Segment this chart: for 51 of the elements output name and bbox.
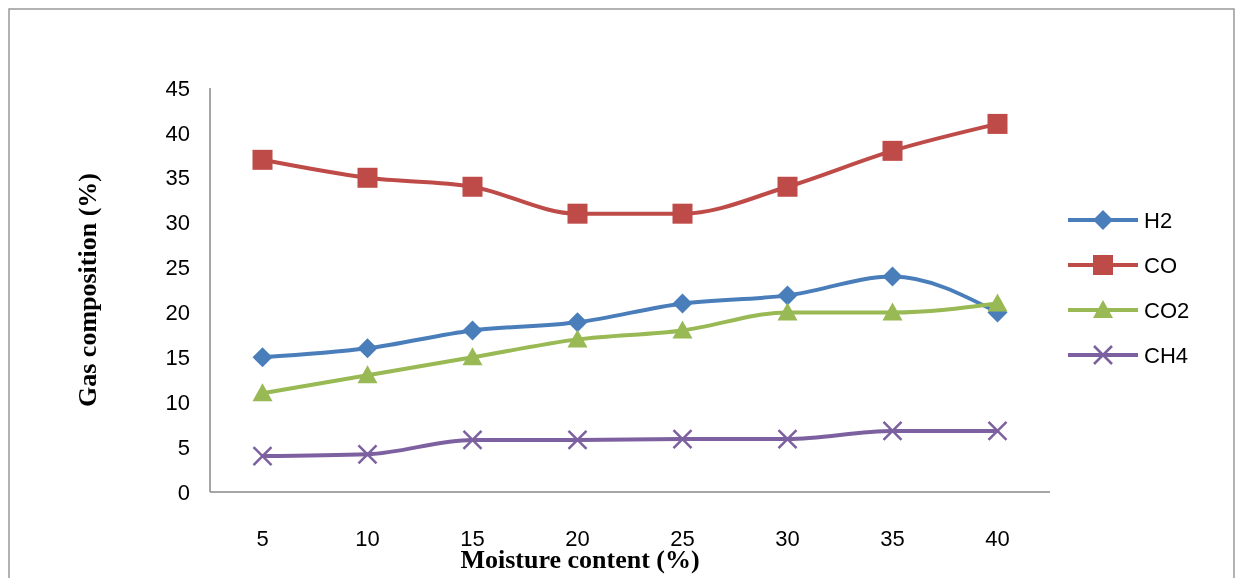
- point: [462, 429, 483, 451]
- point: [987, 293, 1008, 312]
- point: [462, 320, 483, 341]
- point: [987, 420, 1008, 442]
- point: [987, 113, 1008, 134]
- legend-label: CH4: [1144, 342, 1189, 368]
- point: [357, 338, 378, 359]
- point: [672, 320, 693, 339]
- point: [777, 302, 798, 321]
- point: [567, 203, 588, 224]
- point: [252, 149, 273, 170]
- point: [882, 420, 903, 442]
- y-tick-label: 40: [165, 120, 190, 146]
- point: [252, 445, 273, 467]
- legend-label: CO: [1144, 252, 1177, 278]
- point: [567, 329, 588, 348]
- y-tick-label: 25: [165, 255, 190, 281]
- point: [882, 302, 903, 321]
- y-tick-label: 0: [177, 479, 190, 505]
- x-tick-label: 30: [775, 526, 800, 551]
- point: [567, 429, 588, 451]
- point: [357, 167, 378, 188]
- point: [462, 176, 483, 197]
- x-tick-label: 35: [880, 526, 905, 551]
- point: [252, 383, 273, 402]
- x-tick-label: 5: [256, 526, 269, 551]
- point: [462, 347, 483, 366]
- y-axis-title: Gas composition (%): [73, 173, 102, 407]
- point: [672, 203, 693, 224]
- y-tick-label: 5: [177, 434, 190, 460]
- y-tick-label: 30: [165, 210, 190, 236]
- x-tick-label: 40: [985, 526, 1010, 551]
- point: [357, 444, 378, 465]
- point: [672, 428, 693, 450]
- y-tick-label: 20: [165, 300, 190, 326]
- legend-label: CO2: [1144, 297, 1190, 323]
- point: [357, 365, 378, 384]
- legend-label: H2: [1144, 207, 1173, 233]
- point: [882, 140, 903, 161]
- point: [777, 285, 798, 306]
- point: [777, 176, 798, 197]
- point: [567, 312, 588, 333]
- x-tick-label: 10: [355, 526, 380, 551]
- y-tick-label: 10: [165, 389, 190, 415]
- y-tick-label: 35: [165, 165, 190, 191]
- point: [252, 347, 273, 368]
- y-tick-label: 45: [165, 75, 190, 101]
- point: [672, 293, 693, 314]
- y-tick-label: 15: [165, 345, 190, 371]
- point: [882, 266, 903, 287]
- point: [777, 428, 798, 450]
